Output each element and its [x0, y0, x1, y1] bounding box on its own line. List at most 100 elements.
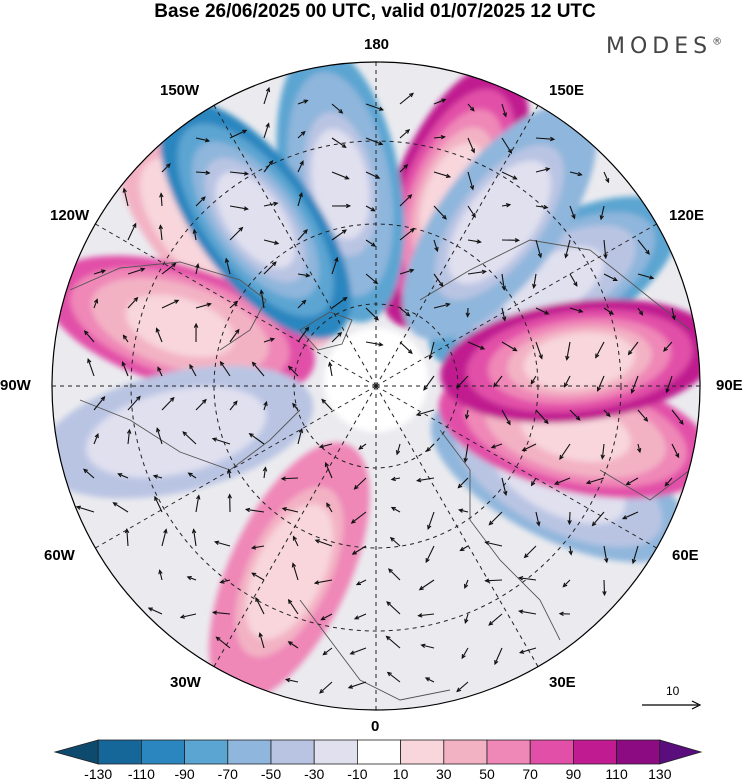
wind-arrow — [567, 511, 572, 526]
anomaly-contour-9-5 — [135, 408, 218, 456]
wind-arrow — [501, 409, 511, 426]
wind-arrow — [365, 341, 384, 347]
wind-arrow — [355, 579, 367, 586]
colorbar-tick-label: 50 — [479, 766, 495, 782]
wind-arrow — [331, 296, 348, 309]
wind-arrow — [386, 601, 401, 615]
wind-arrow — [331, 229, 347, 241]
wind-arrow — [244, 507, 265, 513]
wind-arrow — [418, 579, 435, 591]
wind-arrow — [488, 511, 503, 526]
wind-arrow — [127, 395, 141, 411]
wind-arrow — [251, 572, 265, 581]
wind-arrow — [229, 300, 239, 309]
colorbar-tick-label: 90 — [565, 766, 582, 782]
wind-arrow — [161, 262, 177, 275]
wind-arrow — [564, 239, 571, 259]
colorbar-tick-label: 110 — [605, 766, 628, 782]
wind-arrow — [535, 511, 541, 527]
wind-arrow — [494, 647, 503, 666]
wind-arrow — [465, 307, 470, 318]
wind-arrow — [127, 222, 137, 241]
wind-arrow — [292, 535, 299, 547]
wind-arrow — [157, 366, 163, 377]
colorbar-cell — [53, 739, 99, 765]
wind-arrow — [182, 431, 197, 445]
wind-arrow — [350, 511, 367, 524]
wind-arrow — [399, 129, 411, 139]
wind-arrow — [195, 494, 201, 513]
meridian-330 — [213, 385, 377, 667]
wind-arrow — [365, 103, 384, 111]
wind-arrow — [433, 171, 452, 178]
wind-arrow — [227, 468, 232, 479]
wind-arrow — [320, 613, 333, 621]
colorbar-tick-label: -110 — [127, 766, 155, 782]
colorbar-tick-label: -30 — [304, 766, 325, 782]
colorbar-cell — [270, 739, 315, 765]
wind-arrow — [433, 302, 451, 309]
colorbar-cell — [573, 739, 618, 765]
wind-arrow — [464, 579, 469, 590]
wind-arrow — [671, 443, 680, 459]
wind-arrow — [219, 360, 231, 377]
lon-label-150e: 150E — [549, 82, 585, 99]
wind-arrow — [423, 375, 435, 391]
lon-label-120w: 120W — [50, 207, 90, 224]
anomaly-contour-6-5 — [317, 142, 364, 226]
colorbar-cell — [616, 739, 661, 765]
wind-arrow — [671, 409, 684, 425]
wind-arrow — [385, 635, 401, 649]
wind-arrow — [297, 229, 308, 241]
wind-arrow — [263, 86, 271, 105]
wind-arrow — [461, 647, 469, 660]
colorbar-tick-label: -90 — [174, 766, 195, 782]
wind-arrow — [501, 171, 518, 180]
wind-arrow — [319, 681, 333, 694]
wind-arrow — [152, 474, 163, 479]
wind-arrow — [229, 205, 249, 211]
wind-arrow — [535, 409, 549, 425]
wind-arrow — [248, 432, 265, 445]
wind-arrow — [156, 427, 163, 445]
wind-arrow — [501, 137, 513, 155]
wind-arrow — [263, 122, 270, 139]
wind-arrow — [262, 466, 268, 479]
wind-arrow — [365, 239, 377, 247]
colorbar-cell — [97, 739, 142, 765]
wind-arrow — [467, 205, 476, 219]
wind-arrow — [467, 137, 475, 154]
wind-arrow — [467, 103, 475, 112]
meridian-210 — [213, 105, 377, 387]
colorbar-cell — [443, 739, 488, 765]
wind-arrow — [211, 610, 231, 615]
wind-arrow — [417, 613, 435, 618]
colorbar-cell — [313, 739, 358, 765]
wind-arrow — [585, 477, 605, 485]
lon-label-30e: 30E — [549, 674, 576, 691]
wind-arrow — [636, 443, 642, 454]
wind-arrow — [211, 437, 231, 445]
wind-arrow — [251, 361, 265, 377]
wind-arrow — [292, 402, 299, 411]
wind-arrow — [147, 607, 163, 615]
anomaly-shading — [52, 62, 700, 702]
registered-mark: ® — [712, 36, 723, 48]
wind-arrow — [535, 341, 543, 360]
wind-arrow — [433, 134, 446, 140]
wind-arrow — [621, 511, 639, 520]
wind-arrow — [263, 400, 268, 411]
wind-arrow — [192, 228, 198, 241]
lon-label-180: 180 — [364, 36, 390, 53]
wind-arrow — [93, 432, 99, 445]
wind-arrow — [280, 476, 299, 481]
coastline-1 — [69, 261, 267, 351]
wind-arrow — [603, 239, 608, 260]
wind-arrow — [433, 239, 439, 253]
wind-arrow — [518, 609, 537, 615]
wind-arrow — [122, 187, 129, 207]
wind-arrow — [154, 495, 163, 513]
wind-arrow — [161, 163, 171, 173]
wind-arrow — [424, 677, 435, 683]
